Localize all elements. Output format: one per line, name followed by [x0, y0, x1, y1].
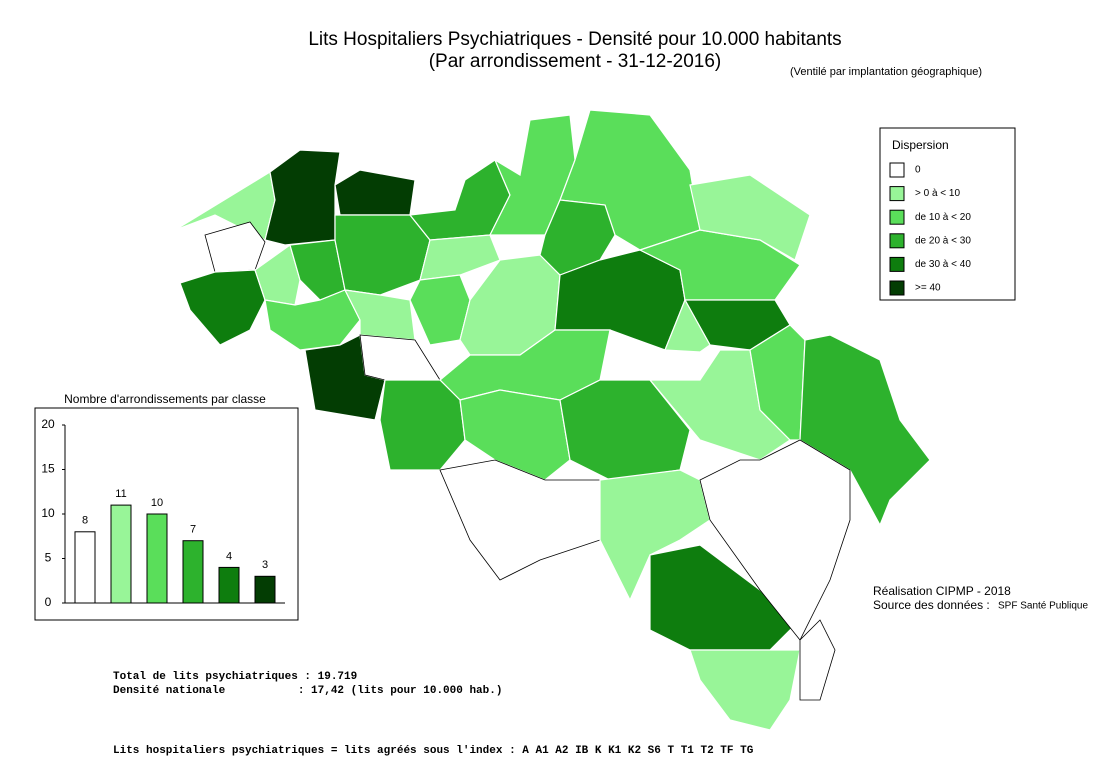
title: Lits Hospitaliers Psychiatriques - Densi… — [308, 29, 841, 50]
map-region — [599, 469, 711, 602]
map-region — [334, 169, 416, 216]
map-region — [664, 298, 711, 353]
legend-label: > 0 à < 10 — [915, 188, 960, 199]
chart: 0 5 10 15 20 8 11 10 7 4 3 — [41, 417, 285, 609]
bar — [254, 575, 276, 604]
map-region — [204, 221, 266, 273]
map-region — [419, 234, 501, 281]
map-region — [439, 459, 601, 581]
y-tick-label: 0 — [45, 595, 52, 609]
y-tick-label: 5 — [45, 551, 52, 565]
map-region — [799, 619, 836, 701]
legend-swatch — [889, 233, 905, 249]
legend-swatch — [889, 256, 905, 272]
y-tick-label: 10 — [41, 506, 55, 520]
map — [174, 109, 931, 731]
legend-label: de 10 à < 20 — [915, 212, 971, 223]
legend-label: 0 — [915, 165, 921, 176]
legend-label: de 20 à < 30 — [915, 235, 971, 246]
legend: 0 > 0 à < 10 de 10 à < 20 de 20 à < 30 de 30… — [889, 162, 971, 296]
bar — [146, 513, 168, 604]
map-region — [254, 244, 301, 306]
legend-swatch — [889, 280, 905, 296]
map-region — [699, 439, 851, 641]
data-label: 11 — [115, 488, 126, 500]
legend-swatch — [889, 186, 905, 202]
map-region — [264, 149, 341, 246]
subtitle: (Par arrondissement - 31-12-2016) — [429, 51, 722, 72]
map-region — [334, 214, 431, 296]
legend-swatch — [889, 209, 905, 225]
bar — [110, 504, 132, 604]
legend-label: de 30 à < 40 — [915, 259, 971, 270]
legend-swatch — [889, 162, 905, 178]
map-region — [689, 649, 801, 731]
y-tick-label: 20 — [41, 417, 55, 431]
bar — [218, 566, 240, 604]
bar — [74, 531, 96, 604]
footer: Lits hospitaliers psychiatriques = lits … — [113, 745, 754, 757]
data-label: 7 — [190, 524, 196, 536]
legend-title: Dispersion — [892, 138, 949, 152]
y-tick-label: 15 — [41, 462, 55, 476]
data-label: 10 — [151, 497, 163, 509]
map-region — [179, 269, 266, 346]
note: (Ventilé par implantation géographique) — [790, 66, 982, 78]
map-region — [559, 379, 691, 481]
map-region — [379, 379, 466, 471]
map-region — [459, 389, 571, 481]
map-region — [539, 199, 616, 276]
bar — [182, 540, 204, 604]
stat-line: Densité nationale : 17,42 (lits pour 10.… — [113, 685, 502, 697]
data-label: 3 — [262, 559, 268, 571]
credit: Réalisation CIPMP - 2018 — [873, 584, 1011, 598]
chart-title: Nombre d'arrondissements par classe — [64, 392, 266, 406]
stat-line: Total de lits psychiatriques : 19.719 — [113, 671, 357, 683]
source: SPF Santé Publique — [998, 601, 1088, 612]
map-region — [689, 174, 811, 261]
legend-label: >= 40 — [915, 283, 941, 294]
data-label: 8 — [82, 515, 88, 527]
source-label: Source des données : — [873, 598, 990, 612]
map-region — [649, 544, 796, 651]
data-label: 4 — [226, 550, 232, 562]
